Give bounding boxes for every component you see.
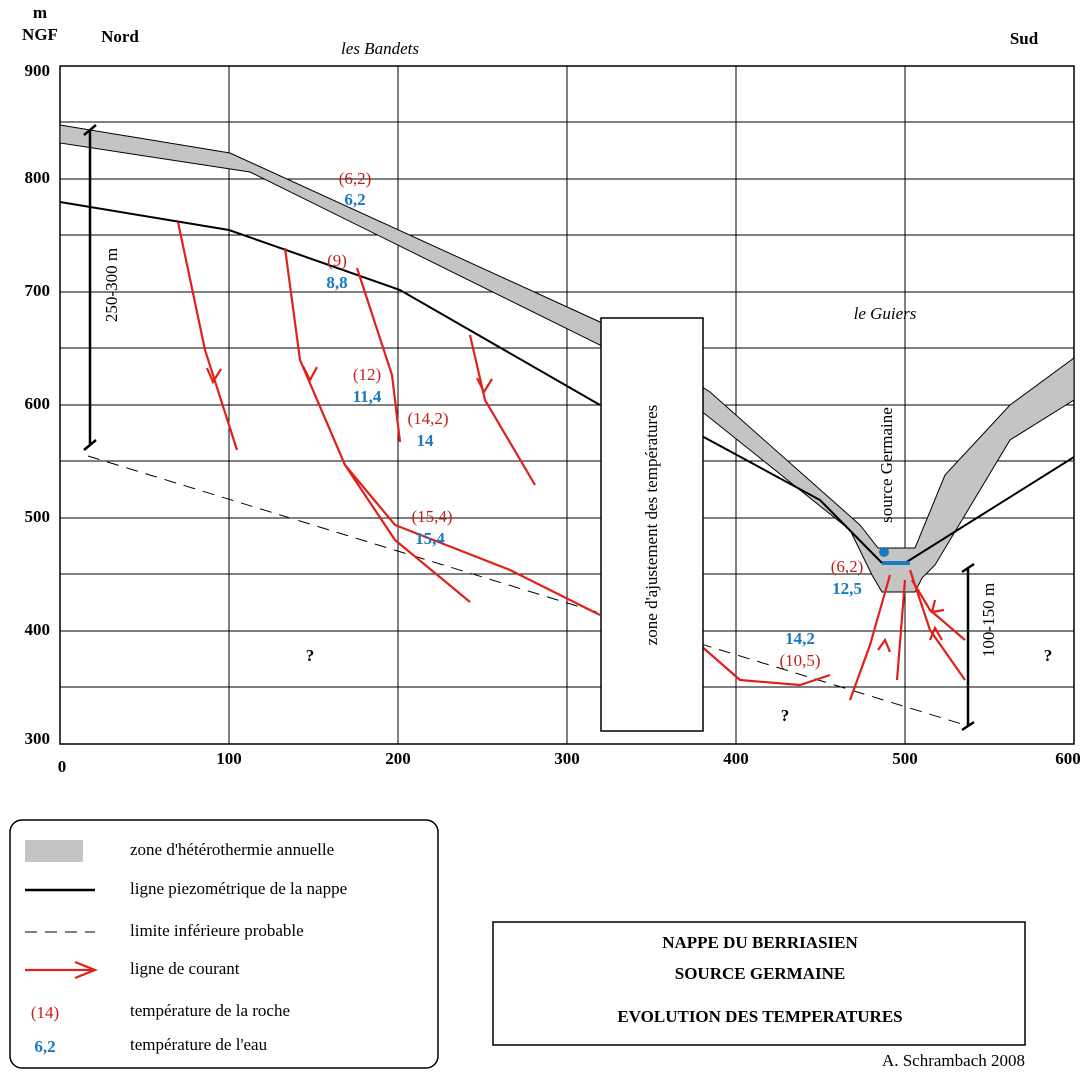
direction: Nord [101,27,139,46]
rock-temperature: (6,2) [831,557,864,576]
direction: Sud [1010,29,1039,48]
y-tick-label: 500 [25,507,51,526]
rock-temperature: (10,5) [779,651,820,670]
y-unit: NGF [22,25,58,44]
rock-temperature: (9) [327,251,347,270]
legend-label: limite inférieure probable [130,921,304,940]
x-tick-label: 500 [892,749,918,768]
y-unit: m [33,3,47,22]
rock-temperature: (6,2) [339,169,372,188]
water-temperature: 15,4 [415,529,445,548]
unknown: ? [306,646,315,665]
water-temperature: 14 [417,431,435,450]
x-tick-label: 400 [723,749,749,768]
water-temperature: 11,4 [353,387,382,406]
legend-symbol: (14) [31,1003,59,1022]
x-tick-label: 300 [554,749,580,768]
x-tick-label: 600 [1055,749,1081,768]
water-temperature: 8,8 [326,273,347,292]
y-tick-label: 300 [25,729,51,748]
legend-label: ligne de courant [130,959,240,978]
thickness: 250-300 m [102,248,121,322]
spring [879,547,889,557]
diagram: m NGF Nord Sud les Bandets le Guiers 900… [0,0,1090,1073]
water-temperature: 12,5 [832,579,862,598]
legend-label: zone d'hétérothermie annuelle [130,840,334,859]
source-label: source Germaine [877,407,896,523]
y-tick-label: 900 [25,61,51,80]
rock-temperature: (15,4) [411,507,452,526]
y-tick-label: 600 [25,394,51,413]
y-tick-label: 800 [25,168,51,187]
water-temperature: 6,2 [344,190,365,209]
title: SOURCE GERMAINE [675,964,846,983]
place: les Bandets [341,39,419,58]
x-tick-label: 100 [216,749,242,768]
grid [60,66,1074,744]
legend-symbol: 6,2 [34,1037,55,1056]
water-temperature: 14,2 [785,629,815,648]
unknown: ? [1044,646,1053,665]
x-tick-label: 0 [58,757,67,776]
x-tick-label: 200 [385,749,411,768]
brackets [84,125,974,730]
legend-label: température de l'eau [130,1035,268,1054]
piezometric-line [700,435,882,563]
place: le Guiers [854,304,917,323]
y-tick-label: 400 [25,620,51,639]
legend: zone d'hétérothermie annuelle ligne piez… [10,820,438,1068]
rock-temperature: (14,2) [407,409,448,428]
y-tick-label: 700 [25,281,51,300]
legend-label: température de la roche [130,1001,290,1020]
thickness: 100-150 m [979,583,998,657]
unknown: ? [781,706,790,725]
legend-label: ligne piezométrique de la nappe [130,879,347,898]
zone-label: zone d'ajustement des températures [642,405,661,646]
title: EVOLUTION DES TEMPERATURES [617,1007,902,1026]
credit: A. Schrambach 2008 [882,1051,1025,1070]
title: NAPPE DU BERRIASIEN [662,933,858,952]
rock-temperature: (12) [353,365,381,384]
